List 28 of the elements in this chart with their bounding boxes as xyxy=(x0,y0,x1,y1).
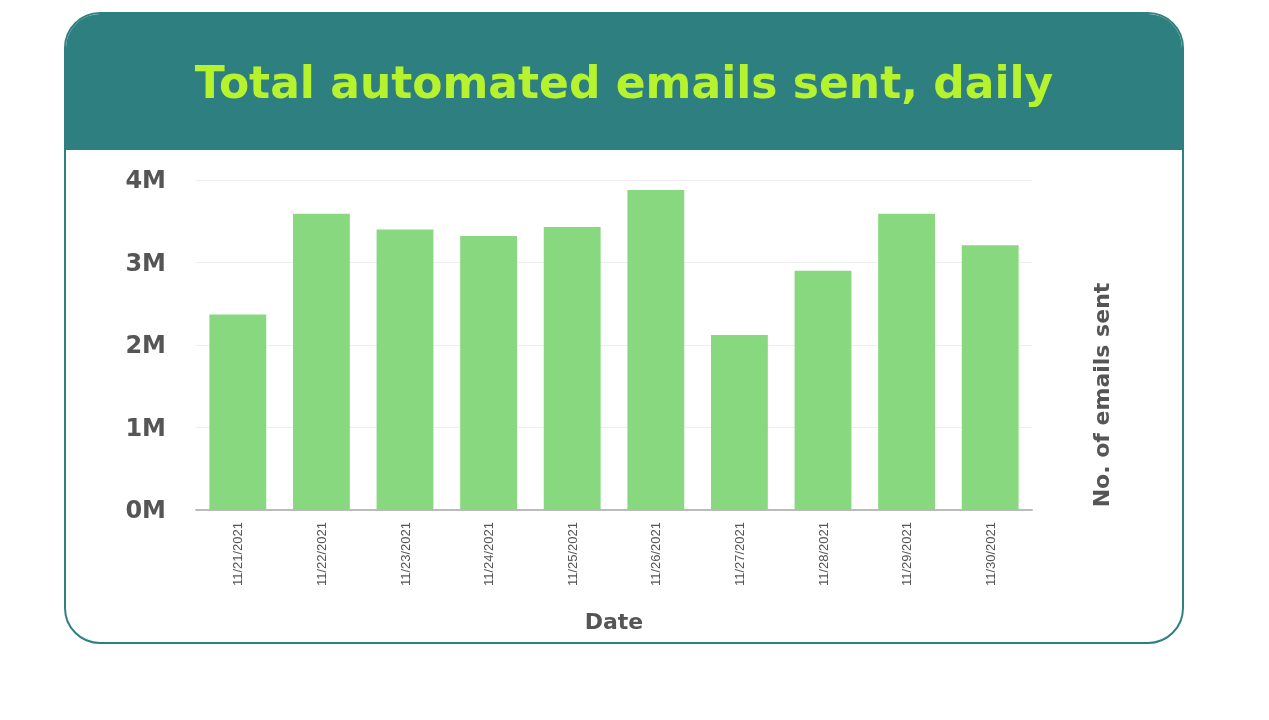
x-tick-label: 11/27/2021 xyxy=(731,522,747,587)
x-tick-label: 11/29/2021 xyxy=(899,522,915,587)
x-tick-label: 11/26/2021 xyxy=(648,522,664,587)
x-tick-label: 11/21/2021 xyxy=(230,522,246,587)
bar xyxy=(878,213,936,510)
bar xyxy=(460,236,518,510)
x-tick-label: 11/22/2021 xyxy=(313,522,329,587)
y-tick-label: 4M xyxy=(125,166,166,194)
bar xyxy=(376,229,434,510)
bar xyxy=(710,335,768,510)
x-axis-title: Date xyxy=(584,608,644,634)
bar xyxy=(543,227,601,510)
x-tick-label: 11/30/2021 xyxy=(982,522,998,587)
y-tick-label: 1M xyxy=(125,413,166,442)
bar xyxy=(209,314,267,510)
x-tick-label: 11/28/2021 xyxy=(815,522,831,587)
y-axis-title: No. of emails sent xyxy=(1088,282,1114,508)
y-tick-label: 3M xyxy=(125,248,166,277)
x-tick-label: 11/25/2021 xyxy=(564,522,580,587)
bar xyxy=(292,213,350,510)
x-tick-label: 11/23/2021 xyxy=(397,522,413,587)
y-tick-label: 2M xyxy=(125,331,166,359)
chart-title: Total automated emails sent, daily xyxy=(194,56,1054,108)
bar xyxy=(627,189,685,510)
bar xyxy=(794,270,852,510)
x-tick-label: 11/24/2021 xyxy=(481,522,497,587)
bar xyxy=(961,245,1019,510)
y-tick-label: 0M xyxy=(125,496,166,524)
